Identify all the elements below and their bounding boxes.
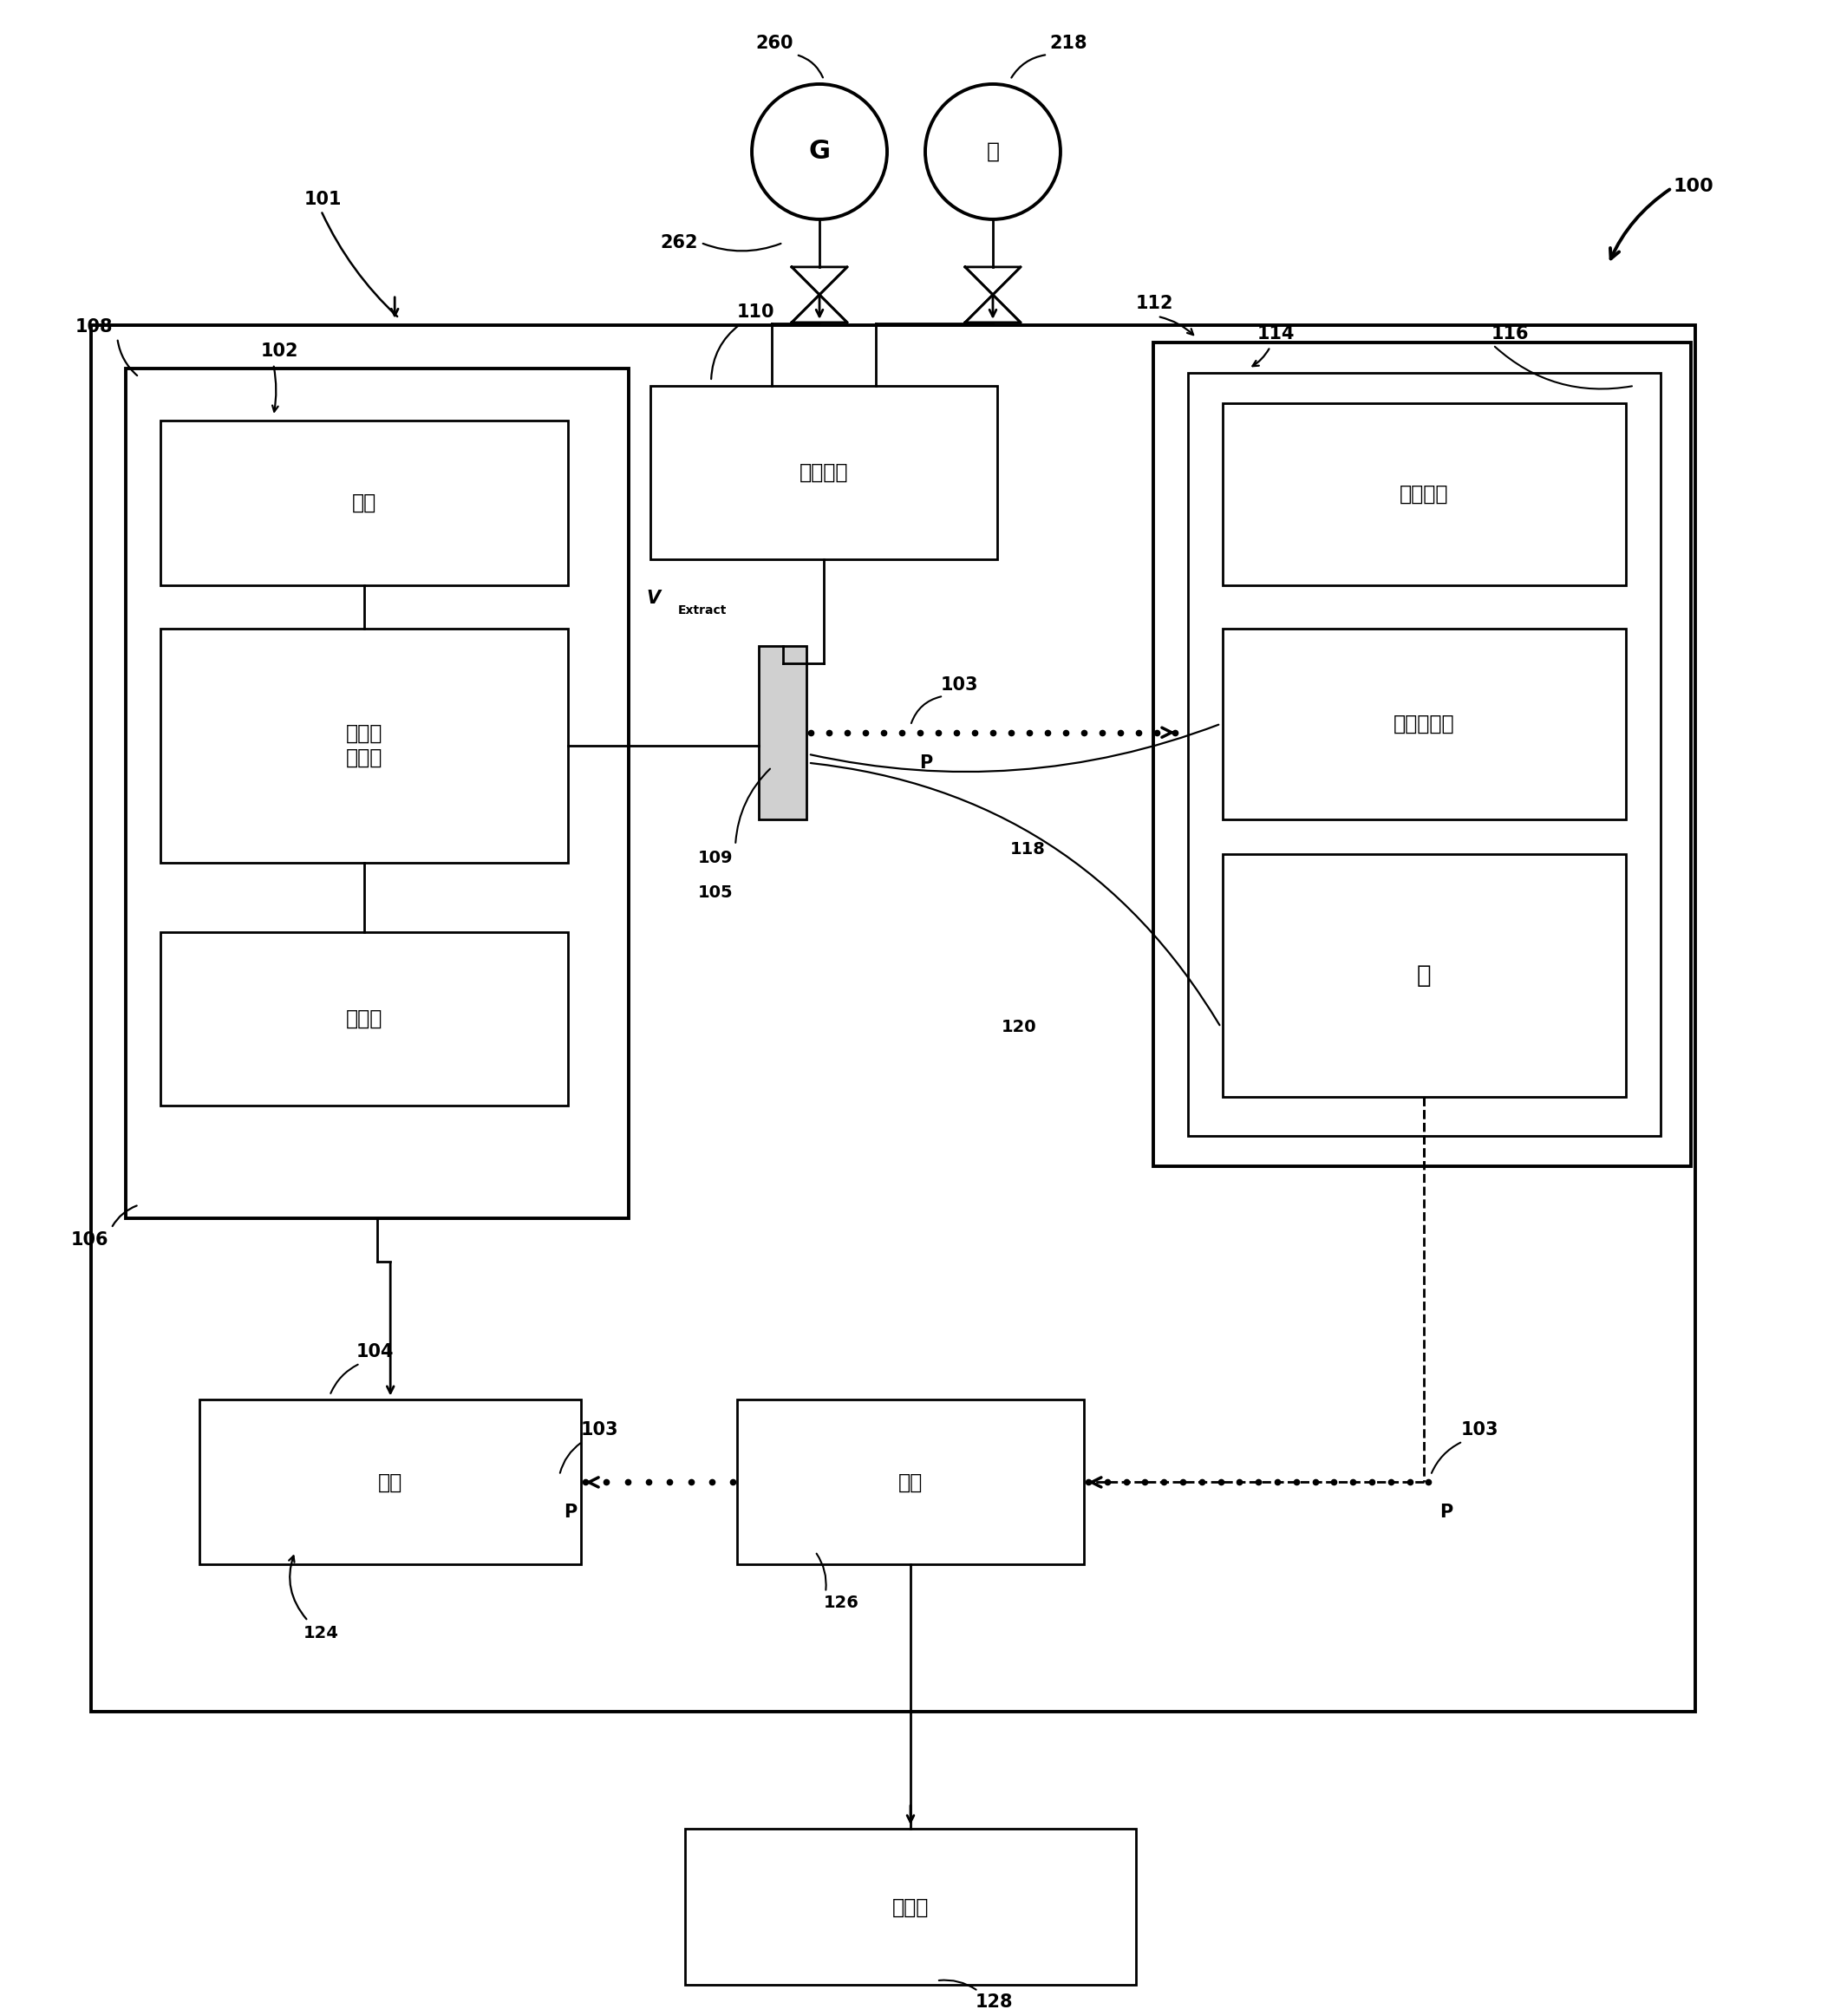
Text: V: V — [646, 589, 659, 607]
Text: 控制器: 控制器 — [892, 1897, 929, 1917]
Bar — [91, 325, 1695, 1712]
Text: 阻障: 阻障 — [898, 1472, 923, 1492]
Text: 抽取电源: 抽取电源 — [799, 462, 849, 482]
Bar — [1222, 855, 1626, 1097]
Bar — [650, 385, 998, 558]
Text: 质谱分析器: 质谱分析器 — [1393, 714, 1455, 734]
Text: 泵: 泵 — [987, 141, 1000, 161]
Text: 110: 110 — [738, 302, 776, 321]
Text: P: P — [1439, 1504, 1453, 1522]
Text: 260: 260 — [756, 34, 794, 52]
Bar — [1222, 629, 1626, 818]
Bar — [160, 421, 568, 585]
Text: 120: 120 — [1002, 1018, 1036, 1034]
Text: 116: 116 — [1491, 325, 1530, 343]
Text: P: P — [920, 754, 932, 772]
Text: 气体源: 气体源 — [346, 1008, 382, 1028]
Text: 103: 103 — [1460, 1421, 1499, 1439]
Text: 104: 104 — [355, 1343, 393, 1361]
Text: P: P — [565, 1504, 577, 1522]
Text: 126: 126 — [823, 1595, 860, 1611]
Bar — [126, 369, 628, 1218]
Text: 118: 118 — [1011, 841, 1045, 857]
Text: 孔: 孔 — [1417, 964, 1431, 988]
Text: G: G — [809, 139, 830, 163]
Text: 105: 105 — [697, 885, 732, 901]
Text: 109: 109 — [697, 849, 732, 867]
Bar — [160, 931, 568, 1105]
Text: 103: 103 — [581, 1421, 619, 1439]
Text: 100: 100 — [1673, 177, 1714, 196]
Text: 电源: 电源 — [351, 492, 377, 514]
Bar — [200, 1399, 581, 1564]
Text: 218: 218 — [1049, 34, 1087, 52]
Text: 101: 101 — [304, 192, 341, 208]
Text: 102: 102 — [260, 343, 299, 359]
Text: 114: 114 — [1256, 325, 1295, 343]
Text: 108: 108 — [75, 319, 113, 335]
Text: 106: 106 — [71, 1232, 109, 1248]
Circle shape — [925, 85, 1060, 220]
Bar — [759, 645, 807, 818]
Bar — [738, 1399, 1083, 1564]
Bar — [1187, 373, 1661, 1135]
Bar — [1222, 403, 1626, 585]
Circle shape — [752, 85, 887, 220]
Text: 112: 112 — [1136, 294, 1173, 312]
Text: 等离子
体腔室: 等离子 体腔室 — [346, 724, 382, 768]
Text: Extract: Extract — [677, 605, 727, 617]
Bar — [1153, 343, 1690, 1165]
Text: 束导引器: 束导引器 — [1400, 484, 1450, 504]
Text: 128: 128 — [976, 1994, 1012, 2012]
Bar — [685, 1829, 1136, 1986]
Text: 工件: 工件 — [379, 1472, 402, 1492]
Text: 103: 103 — [941, 675, 978, 694]
Text: 262: 262 — [661, 234, 697, 252]
Text: 124: 124 — [304, 1625, 339, 1641]
Bar — [160, 629, 568, 863]
